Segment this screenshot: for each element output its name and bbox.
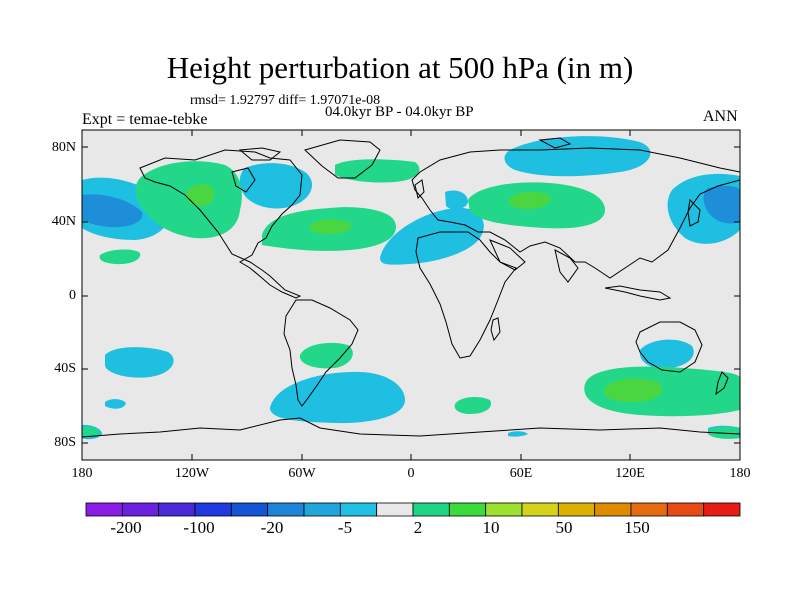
lon-label-0: 0: [407, 466, 415, 481]
north-america-low: [239, 163, 313, 209]
south-pacific-small-low: [105, 399, 126, 409]
lon-label-60w: 60W: [288, 466, 316, 481]
colorbar-label: 50: [555, 518, 573, 537]
south-atlantic-low: [270, 371, 405, 424]
positive-anomaly-cores: [186, 184, 663, 403]
colorbar-swatch: [557, 502, 596, 517]
coast-south-america: [283, 299, 359, 407]
coast-new-zealand: [715, 371, 729, 396]
north-america-core: [186, 184, 215, 207]
coast-arctic-islands: [238, 137, 572, 161]
arctic-low: [504, 136, 651, 177]
lon-label-120e: 120E: [615, 466, 645, 481]
south-america-high: [299, 342, 353, 369]
coast-eurasia: [411, 147, 740, 279]
coast-north-america: [139, 149, 303, 299]
coast-indonesia: [604, 285, 672, 301]
stats-label: rmsd= 1.92797 diff= 1.97071e-08: [190, 93, 381, 108]
coast-madagascar: [490, 317, 501, 342]
colorbar-swatch: [448, 502, 487, 517]
lat-label-0: 0: [69, 288, 76, 303]
lat-label-40s: 40S: [54, 361, 76, 376]
negative-anomaly-cores: [82, 185, 740, 228]
colorbar-swatch: [412, 502, 450, 517]
colorbar-swatch: [303, 502, 341, 517]
south-pacific-low: [105, 347, 174, 378]
coast-arabia: [489, 239, 526, 271]
colorbar-swatch: [666, 502, 705, 517]
lon-label-120w: 120W: [174, 466, 210, 481]
antarctic-high-west: [82, 426, 100, 438]
lat-label-80n: 80N: [51, 140, 76, 155]
south-indian-high: [584, 366, 740, 417]
eurasia-small-low: [448, 195, 464, 205]
lon-label-60e: 60E: [509, 466, 533, 481]
lat-label-40n: 40N: [51, 214, 76, 229]
lon-label-180e: 180: [729, 466, 751, 481]
lat-label-80s: 80S: [54, 435, 76, 450]
period-label: 04.0kyr BP - 04.0kyr BP: [325, 104, 474, 120]
coastlines: [82, 137, 740, 438]
colorbar-swatch: [194, 502, 232, 517]
coast-antarctica: [82, 417, 740, 438]
colorbar-swatch: [230, 502, 269, 517]
australia-low: [639, 339, 694, 369]
eurasia-core: [508, 191, 551, 210]
colorbar-label: -20: [260, 518, 284, 537]
colorbar-label: 2: [413, 518, 423, 537]
colorbar-swatch: [376, 502, 414, 517]
coast-hudson-bay: [231, 167, 256, 193]
season-label: ANN: [703, 108, 738, 125]
plot-title: Height perturbation at 500 hPa (in m): [166, 50, 634, 85]
colorbar-swatch: [121, 502, 160, 517]
colorbar-swatch: [521, 502, 559, 517]
coast-africa: [415, 231, 517, 359]
colorbar-label: -200: [110, 518, 142, 537]
antarctic-small-low: [508, 431, 528, 437]
east-pacific-high: [99, 249, 141, 265]
coast-japan: [687, 198, 701, 227]
colorbar-swatch: [630, 502, 668, 517]
colorbar-label: -100: [183, 518, 215, 537]
north-atlantic-low: [380, 207, 484, 265]
south-indian-core: [604, 378, 663, 403]
greenland-high: [335, 159, 420, 183]
colorbar-swatch: [594, 502, 632, 517]
lon-label-180w: 180: [71, 466, 93, 481]
north-pacific-west-core: [703, 185, 740, 224]
lon-ticks: [191, 130, 631, 460]
colorbar: [85, 502, 741, 517]
coast-australia: [635, 321, 703, 373]
colorbar-swatch: [85, 502, 123, 517]
experiment-label: Expt = temae-tebke: [82, 111, 208, 128]
north-atlantic-core: [309, 219, 351, 234]
south-africa-high: [454, 396, 491, 414]
coast-greenland: [304, 139, 381, 179]
colorbar-swatch: [158, 502, 196, 517]
coast-uk: [414, 179, 425, 199]
colorbar-swatch: [267, 502, 305, 517]
coast-india: [554, 249, 579, 283]
colorbar-swatch: [485, 502, 523, 517]
north-pacific-east-core: [82, 194, 143, 228]
lat-ticks: [82, 146, 740, 444]
colorbar-swatch: [339, 502, 378, 517]
colorbar-label: 10: [482, 518, 500, 537]
colorbar-swatch: [703, 502, 741, 517]
colorbar-label: 150: [624, 518, 650, 537]
colorbar-label: -5: [337, 518, 353, 537]
